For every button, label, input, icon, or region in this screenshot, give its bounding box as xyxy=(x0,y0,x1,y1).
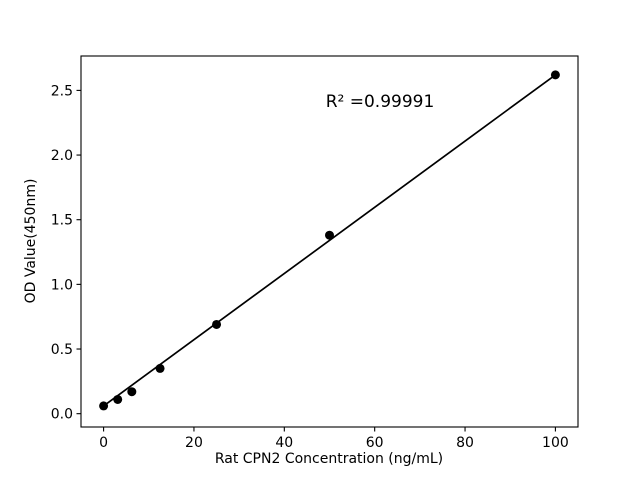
chart-plot-area: 0 20 40 60 80 100 0.0 0.5 1.0 1.5 2.0 2.5 xyxy=(51,55,579,451)
y-axis-label: OD Value(450nm) xyxy=(23,179,39,304)
y-tick-label: 1.0 xyxy=(51,277,73,293)
y-tick-label: 1.5 xyxy=(51,213,73,229)
x-tick-label: 100 xyxy=(542,435,569,451)
data-point xyxy=(127,387,137,397)
x-tick-label: 60 xyxy=(366,435,384,451)
y-tick-label: 2.0 xyxy=(51,148,73,164)
data-point xyxy=(550,70,560,80)
data-point xyxy=(113,394,123,404)
data-point xyxy=(155,363,165,373)
x-tick-label: 0 xyxy=(99,435,108,451)
r-squared-annotation: R² =0.99991 xyxy=(326,92,435,112)
data-point xyxy=(212,319,222,329)
x-tick-label: 80 xyxy=(456,435,474,451)
data-point xyxy=(99,401,109,411)
y-tick-label: 2.5 xyxy=(51,83,73,99)
plot-frame xyxy=(80,55,579,428)
x-tick-label: 20 xyxy=(185,435,203,451)
data-point xyxy=(325,230,334,240)
fit-line xyxy=(102,74,557,407)
x-axis-label: Rat CPN2 Concentration (ng/mL) xyxy=(215,451,443,467)
x-tick-label: 40 xyxy=(275,435,293,451)
y-tick-label: 0.0 xyxy=(51,407,73,423)
y-tick-label: 0.5 xyxy=(51,342,73,358)
